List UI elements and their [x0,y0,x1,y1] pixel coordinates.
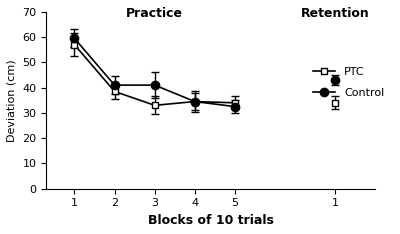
Y-axis label: Deviation (cm): Deviation (cm) [7,59,17,142]
Legend: PTC, Control: PTC, Control [309,62,389,102]
X-axis label: Blocks of 10 trials: Blocks of 10 trials [148,214,274,227]
Text: Retention: Retention [301,7,370,20]
Text: Practice: Practice [126,7,183,20]
